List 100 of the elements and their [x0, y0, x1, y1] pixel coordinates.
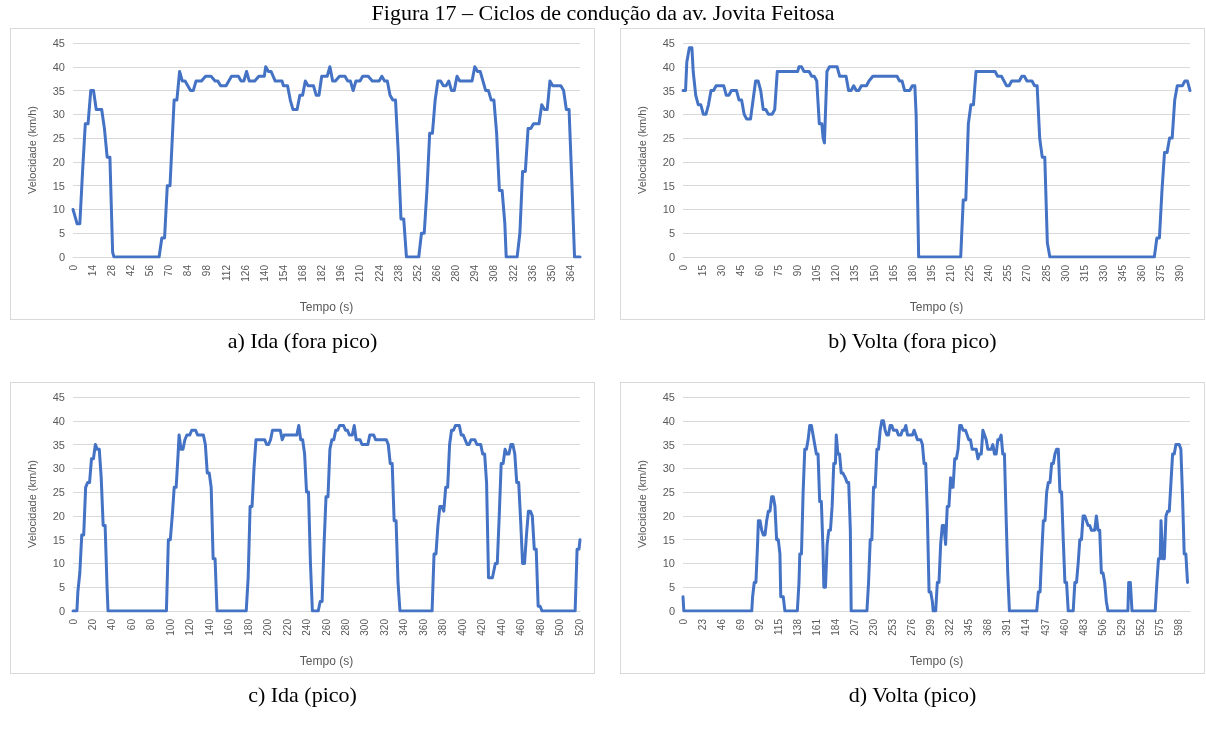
line-series: [71, 424, 582, 613]
x-axis-title: Tempo (s): [299, 300, 354, 314]
x-tick-label: 196: [335, 264, 347, 282]
x-tick-label: 70: [163, 264, 175, 277]
y-tick-label: 30: [52, 108, 65, 121]
x-tick-label: 500: [554, 618, 566, 636]
x-tick-label: 480: [534, 618, 546, 636]
text: d) Volta (pico): [847, 682, 978, 708]
y-tick-label: 10: [52, 557, 65, 570]
y-tick-label: 40: [52, 60, 65, 73]
x-tick-label: 140: [203, 618, 215, 636]
x-tick-label: 368: [982, 618, 994, 636]
x-tick-label: 380: [437, 618, 449, 636]
y-tick-label: 15: [662, 533, 675, 546]
x-tick-label: 140: [258, 264, 270, 282]
x-tick-label: 75: [773, 264, 785, 277]
x-tick-label: 260: [320, 618, 332, 636]
x-tick-label: 552: [1134, 618, 1146, 636]
x-tick-label: 126: [239, 264, 251, 282]
x-tick-label: 420: [476, 618, 488, 636]
y-tick-label: 0: [668, 251, 675, 263]
y-tick-label: 30: [52, 462, 65, 475]
x-tick-label: 200: [262, 618, 274, 636]
x-tick-label: 195: [925, 264, 937, 282]
x-tick-label: 138: [791, 618, 803, 636]
x-tick-label: 460: [1058, 618, 1070, 636]
x-tick-label: 340: [398, 618, 410, 636]
x-tick-label: 45: [734, 264, 746, 277]
y-tick-label: 0: [58, 605, 65, 617]
x-tick-label: 210: [945, 264, 957, 282]
y-tick-label: 5: [668, 581, 675, 594]
y-tick-label: 25: [52, 132, 65, 145]
y-tick-label: 20: [662, 509, 675, 522]
x-tick-label: 165: [887, 264, 899, 282]
x-tick-label: 0: [67, 618, 79, 625]
x-tick-label: 238: [392, 264, 404, 282]
y-tick-label: 35: [52, 438, 65, 451]
x-tick-label: 0: [67, 264, 79, 271]
y-tick-label: 5: [58, 581, 65, 594]
y-tick-label: 15: [52, 179, 65, 192]
x-tick-label: 182: [316, 264, 328, 282]
x-tick-label: 280: [450, 264, 462, 282]
x-tick-label: 40: [106, 618, 118, 631]
x-tick-label: 120: [184, 618, 196, 636]
x-tick-label: 350: [545, 264, 557, 282]
x-tick-label: 529: [1115, 618, 1127, 636]
y-tick-label: 25: [662, 486, 675, 499]
x-tick-label: 207: [848, 618, 860, 636]
x-tick-label: 84: [182, 264, 194, 277]
x-tick-label: 28: [105, 264, 117, 277]
y-tick-label: 20: [52, 155, 65, 168]
x-tick-label: 270: [1021, 264, 1033, 282]
x-tick-label: 360: [417, 618, 429, 636]
x-tick-label: 280: [339, 618, 351, 636]
x-tick-label: 460: [515, 618, 527, 636]
x-tick-label: 506: [1096, 618, 1108, 636]
x-tick-label: 90: [792, 264, 804, 277]
x-tick-label: 60: [753, 264, 765, 277]
x-tick-label: 60: [125, 618, 137, 631]
y-tick-label: 20: [52, 509, 65, 522]
x-tick-label: 135: [849, 264, 861, 282]
x-tick-label: 224: [373, 264, 385, 282]
x-tick-label: 299: [925, 618, 937, 636]
x-tick-label: 56: [144, 264, 156, 277]
x-tick-label: 0: [677, 264, 689, 271]
x-tick-label: 364: [564, 264, 576, 282]
x-tick-label: 255: [1002, 264, 1014, 282]
y-axis-title: Velocidade (km/h): [25, 105, 38, 195]
y-tick-label: 5: [58, 227, 65, 240]
x-tick-label: 285: [1040, 264, 1052, 282]
y-tick-label: 45: [52, 391, 65, 403]
x-tick-label: 46: [715, 618, 727, 631]
x-tick-label: 575: [1153, 618, 1165, 636]
x-axis-title: Tempo (s): [299, 654, 354, 668]
line-series: [681, 46, 1192, 259]
x-tick-label: 345: [963, 618, 975, 636]
x-tick-label: 437: [1039, 618, 1051, 636]
x-tick-label: 220: [281, 618, 293, 636]
x-tick-label: 360: [1136, 264, 1148, 282]
text: b) Volta (fora pico): [827, 328, 998, 354]
x-tick-label: 240: [983, 264, 995, 282]
y-tick-label: 40: [662, 414, 675, 427]
y-tick-label: 45: [662, 391, 675, 403]
x-tick-label: 300: [359, 618, 371, 636]
y-axis-title: Velocidade (km/h): [635, 105, 648, 195]
y-tick-label: 45: [662, 37, 675, 49]
x-tick-label: 120: [830, 264, 842, 282]
x-tick-label: 300: [1059, 264, 1071, 282]
text: c) Ida (pico): [247, 682, 358, 708]
x-tick-label: 23: [696, 618, 708, 631]
x-tick-label: 240: [301, 618, 313, 636]
x-tick-label: 69: [734, 618, 746, 631]
y-axis-title: Velocidade (km/h): [635, 459, 648, 549]
x-tick-label: 336: [526, 264, 538, 282]
x-tick-label: 14: [86, 264, 98, 277]
y-tick-label: 20: [662, 155, 675, 168]
x-tick-label: 15: [696, 264, 708, 277]
y-tick-label: 30: [662, 108, 675, 121]
x-tick-label: 308: [488, 264, 500, 282]
y-tick-label: 0: [668, 605, 675, 617]
